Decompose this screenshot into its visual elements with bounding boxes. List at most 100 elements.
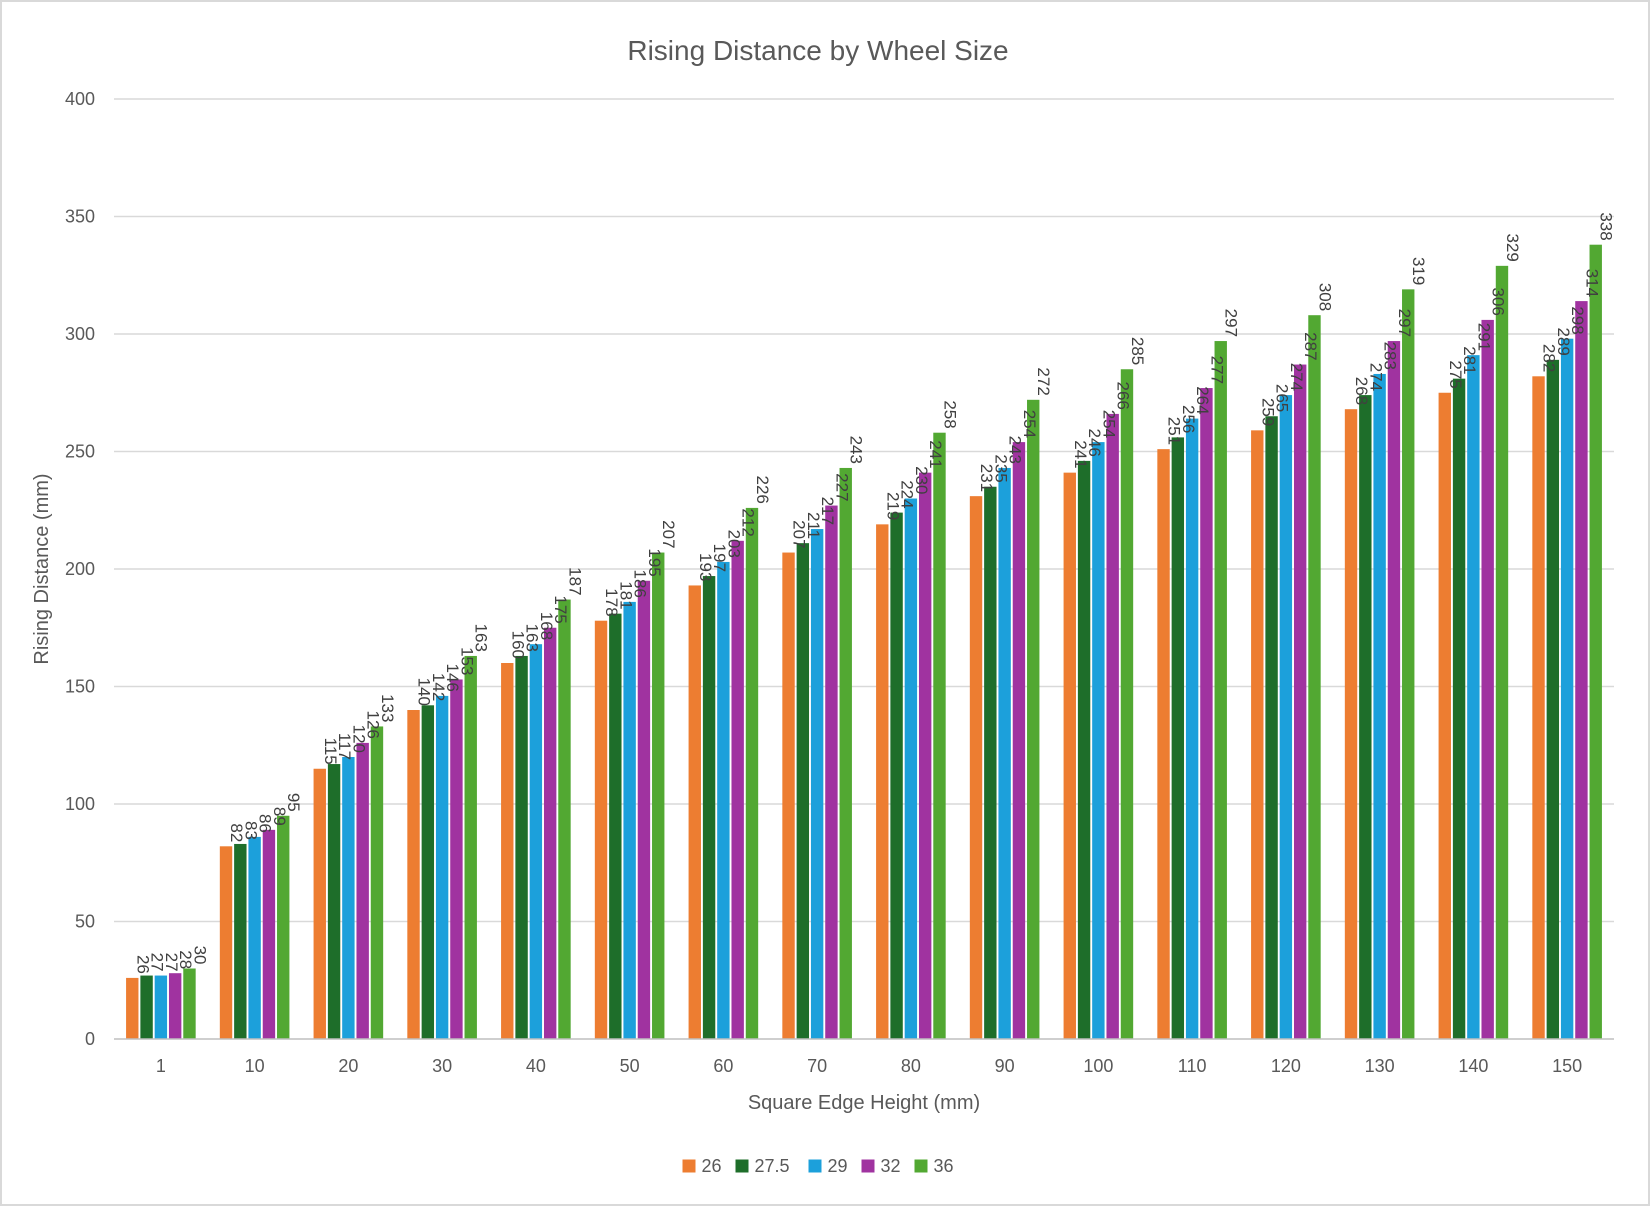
data-label: 266 xyxy=(1114,382,1133,410)
legend-item: 29 xyxy=(808,1156,848,1176)
data-label: 259 xyxy=(1258,398,1277,426)
bar xyxy=(839,467,852,1039)
x-tick-label: 140 xyxy=(1458,1056,1488,1076)
data-label: 274 xyxy=(1366,363,1385,391)
data-label: 28 xyxy=(176,950,195,969)
bar xyxy=(1467,355,1480,1039)
bar xyxy=(450,679,463,1039)
bar xyxy=(1452,378,1466,1039)
x-tick-label: 130 xyxy=(1365,1056,1395,1076)
bar xyxy=(652,552,665,1039)
bar xyxy=(1546,359,1560,1040)
data-label: 82 xyxy=(227,823,246,842)
bar xyxy=(435,695,449,1039)
data-label: 274 xyxy=(1287,363,1306,391)
data-label: 207 xyxy=(790,520,809,548)
y-tick-label: 0 xyxy=(85,1029,95,1049)
x-tick-label: 20 xyxy=(338,1056,358,1076)
data-label: 298 xyxy=(1568,306,1587,334)
bar xyxy=(140,975,153,1039)
data-label: 212 xyxy=(739,508,758,536)
y-axis-ticks: 0 50 100 150 200 250 300 350 400 xyxy=(65,89,95,1049)
legend-label: 36 xyxy=(934,1156,954,1176)
data-label: 142 xyxy=(429,673,448,701)
y-tick-label: 250 xyxy=(65,442,95,462)
bar xyxy=(1251,430,1264,1040)
data-label: 291 xyxy=(1474,323,1493,351)
data-label: 168 xyxy=(537,612,556,640)
bar xyxy=(262,829,276,1039)
bar xyxy=(126,977,139,1039)
data-label: 275 xyxy=(1446,360,1465,388)
data-label: 178 xyxy=(602,588,621,616)
bar xyxy=(1438,392,1451,1039)
bar xyxy=(421,705,435,1039)
x-tick-label: 120 xyxy=(1271,1056,1301,1076)
data-label: 256 xyxy=(1179,405,1198,433)
data-label: 282 xyxy=(1540,344,1559,372)
data-label: 160 xyxy=(508,631,527,659)
x-tick-label: 110 xyxy=(1178,1056,1207,1076)
bar xyxy=(529,644,543,1039)
data-label: 207 xyxy=(659,520,678,548)
data-label: 272 xyxy=(1034,367,1053,395)
bar xyxy=(1077,460,1091,1039)
data-label: 26 xyxy=(133,955,152,974)
legend-label: 32 xyxy=(881,1156,901,1176)
bar xyxy=(1200,388,1213,1039)
bar xyxy=(1214,341,1227,1039)
data-label: 120 xyxy=(349,725,368,753)
legend-item: 36 xyxy=(914,1156,954,1176)
y-tick-label: 150 xyxy=(65,677,95,697)
y-tick-label: 350 xyxy=(65,207,95,227)
legend-label: 29 xyxy=(828,1156,848,1176)
data-label: 241 xyxy=(926,440,945,468)
legend: 26 27.5 29 32 36 xyxy=(682,1156,954,1176)
data-label: 126 xyxy=(364,711,383,739)
legend-swatch xyxy=(735,1159,749,1173)
bar xyxy=(969,496,983,1039)
bars xyxy=(126,244,1602,1040)
bar xyxy=(609,613,622,1039)
data-label: 226 xyxy=(753,476,772,504)
y-axis-title: Rising Distance (mm) xyxy=(31,473,53,664)
x-tick-label: 30 xyxy=(432,1056,452,1076)
y-tick-label: 300 xyxy=(65,324,95,344)
x-tick-label: 10 xyxy=(245,1056,265,1076)
data-label: 95 xyxy=(284,793,303,812)
data-labels: 2627272830828386899511511712012613314014… xyxy=(133,212,1615,974)
bar xyxy=(825,505,838,1039)
legend-item: 27.5 xyxy=(735,1156,790,1176)
legend-label: 26 xyxy=(702,1156,722,1176)
data-label: 268 xyxy=(1352,377,1371,405)
bar xyxy=(810,529,824,1039)
bar xyxy=(796,543,810,1039)
bar xyxy=(1560,338,1574,1039)
bar xyxy=(637,580,651,1039)
data-label: 230 xyxy=(912,466,931,494)
x-tick-label: 60 xyxy=(713,1056,733,1076)
data-label: 338 xyxy=(1597,212,1616,240)
bar xyxy=(356,742,369,1039)
data-label: 314 xyxy=(1582,269,1601,297)
bar xyxy=(370,726,384,1039)
bar xyxy=(183,968,196,1039)
bar xyxy=(248,836,261,1039)
bar xyxy=(1359,395,1372,1040)
data-label: 264 xyxy=(1193,386,1212,414)
data-label: 203 xyxy=(724,530,743,558)
bar xyxy=(1344,409,1358,1039)
data-label: 193 xyxy=(696,553,715,581)
x-tick-label: 40 xyxy=(526,1056,546,1076)
data-label: 329 xyxy=(1503,233,1522,261)
y-tick-label: 100 xyxy=(65,794,95,814)
x-tick-label: 100 xyxy=(1083,1056,1113,1076)
data-label: 297 xyxy=(1222,309,1241,337)
bar xyxy=(1063,472,1076,1039)
data-label: 83 xyxy=(241,821,260,840)
data-label: 197 xyxy=(710,544,729,572)
data-label: 115 xyxy=(321,738,340,765)
bar xyxy=(702,576,716,1039)
x-axis-title: Square Edge Height (mm) xyxy=(748,1092,980,1114)
chart-title: Rising Distance by Wheel Size xyxy=(627,35,1008,66)
